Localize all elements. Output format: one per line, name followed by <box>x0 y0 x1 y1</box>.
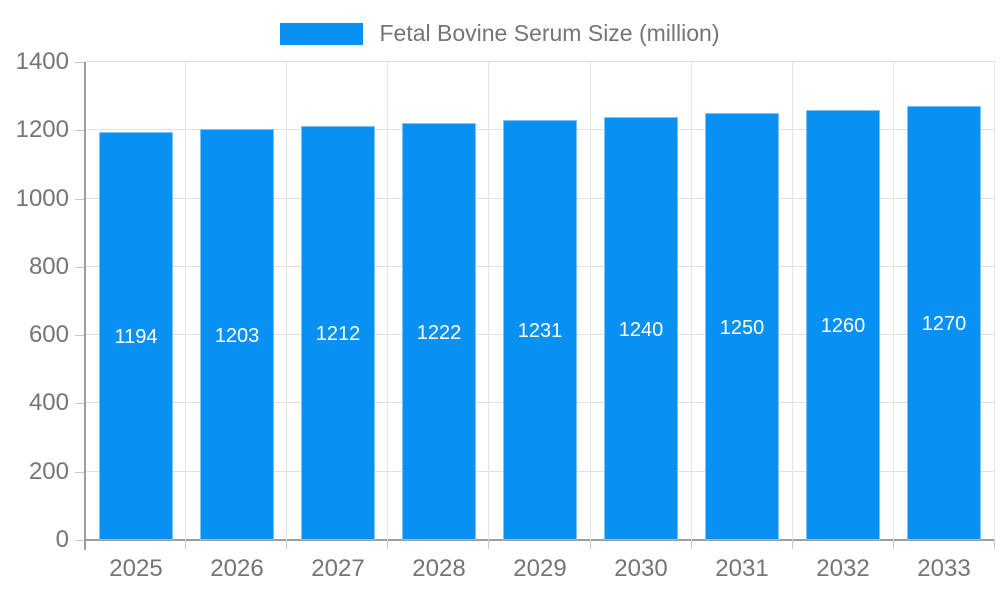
bar-2030[interactable]: 1240 <box>604 117 678 540</box>
y-axis-tick-label: 1200 <box>15 116 69 144</box>
x-axis-tick-label: 2025 <box>109 555 163 582</box>
bar-value-label: 1270 <box>921 313 967 335</box>
x-tick-mark <box>994 540 995 549</box>
x-axis-tick-label: 2027 <box>311 555 365 582</box>
y-tick-mark <box>75 471 85 473</box>
bar-value-label: 1260 <box>820 315 866 337</box>
x-axis-tick-label: 2031 <box>715 555 769 582</box>
bar-value-label: 1222 <box>416 322 462 344</box>
x-axis-tick-label: 2028 <box>412 555 466 582</box>
bar-2026[interactable]: 1203 <box>200 129 274 540</box>
y-tick-mark <box>75 130 85 132</box>
x-gridline <box>690 62 692 540</box>
x-axis-tick-label: 2026 <box>210 555 264 582</box>
y-tick-mark <box>75 266 85 268</box>
x-tick-mark <box>892 540 894 549</box>
x-gridline <box>791 62 793 540</box>
x-gridline <box>488 62 490 540</box>
bar-2027[interactable]: 1212 <box>301 126 375 540</box>
bar-value-label: 1194 <box>114 326 158 348</box>
legend-swatch <box>280 22 364 45</box>
x-axis-line <box>85 539 995 541</box>
x-tick-mark <box>185 540 187 549</box>
y-tick-mark <box>75 198 85 200</box>
x-gridline <box>994 62 995 540</box>
x-gridline <box>589 62 591 540</box>
x-gridline <box>892 62 894 540</box>
y-tick-mark <box>75 62 85 63</box>
legend-label: Fetal Bovine Serum Size (million) <box>379 20 720 46</box>
bar-2031[interactable]: 1250 <box>705 113 779 540</box>
y-axis-tick-label: 400 <box>28 389 69 417</box>
bar-2025[interactable]: 1194 <box>99 132 173 540</box>
bar-value-label: 1212 <box>315 323 361 345</box>
x-axis-tick-label: 2032 <box>816 555 870 582</box>
bar-2033[interactable]: 1270 <box>907 106 981 540</box>
x-tick-mark <box>488 540 490 549</box>
x-tick-mark <box>286 540 288 549</box>
y-tick-mark <box>75 335 85 337</box>
y-tick-mark <box>75 403 85 405</box>
y-tick-mark <box>75 540 85 541</box>
x-gridline <box>286 62 288 540</box>
bar-2029[interactable]: 1231 <box>503 120 577 540</box>
x-gridline <box>185 62 187 540</box>
y-axis-tick-label: 0 <box>55 526 69 553</box>
x-axis-tick-label: 2033 <box>917 555 971 582</box>
y-axis-tick-label: 600 <box>28 321 69 349</box>
x-axis-tick-label: 2029 <box>513 555 567 582</box>
x-tick-mark <box>387 540 389 549</box>
bar-value-label: 1203 <box>214 325 260 347</box>
bar-value-label: 1231 <box>517 320 563 342</box>
x-tick-mark <box>589 540 591 549</box>
y-axis-tick-label: 1000 <box>15 184 69 212</box>
bar-2028[interactable]: 1222 <box>402 123 476 540</box>
x-axis-tick-label: 2030 <box>614 555 668 582</box>
y-gridline <box>85 61 995 62</box>
bar-2032[interactable]: 1260 <box>806 110 880 540</box>
legend[interactable]: Fetal Bovine Serum Size (million) <box>0 20 1000 47</box>
bar-value-label: 1250 <box>719 317 765 339</box>
y-axis-line <box>84 62 86 550</box>
bar-value-label: 1240 <box>618 319 664 341</box>
x-tick-mark <box>690 540 692 549</box>
y-axis-tick-label: 1400 <box>15 48 69 75</box>
y-axis-tick-label: 200 <box>28 457 69 485</box>
x-tick-mark <box>791 540 793 549</box>
x-gridline <box>387 62 389 540</box>
y-axis-tick-label: 800 <box>28 252 69 280</box>
